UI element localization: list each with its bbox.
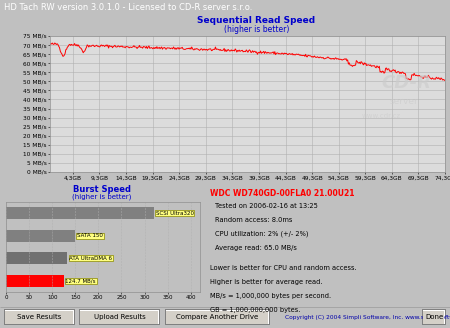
Text: CD-R: CD-R bbox=[382, 74, 432, 92]
Text: Sequential Read Speed: Sequential Read Speed bbox=[198, 16, 315, 25]
Bar bbox=[80, 311, 158, 324]
Text: server: server bbox=[390, 97, 418, 106]
Bar bbox=[423, 310, 445, 324]
Bar bbox=[165, 309, 270, 325]
Bar bbox=[422, 309, 446, 325]
Bar bbox=[5, 311, 73, 324]
Text: Random access: 8.0ms: Random access: 8.0ms bbox=[215, 217, 292, 223]
Text: Higher is better for average read.: Higher is better for average read. bbox=[210, 279, 322, 285]
Text: (higher is better): (higher is better) bbox=[72, 193, 132, 199]
Text: SATA 150: SATA 150 bbox=[77, 233, 103, 238]
Text: 124.7 MB/s: 124.7 MB/s bbox=[65, 278, 96, 283]
Text: Tested on 2006-02-16 at 13:25: Tested on 2006-02-16 at 13:25 bbox=[215, 203, 318, 209]
Bar bbox=[6, 207, 154, 219]
Text: ATA UltraDMA 6: ATA UltraDMA 6 bbox=[69, 256, 112, 261]
Bar bbox=[6, 230, 75, 242]
Bar bbox=[4, 309, 75, 325]
Text: Burst Speed: Burst Speed bbox=[73, 185, 131, 194]
Text: (higher is better): (higher is better) bbox=[224, 25, 289, 34]
Text: Done: Done bbox=[425, 314, 443, 320]
Text: HD Tach RW version 3.0.1.0 - Licensed to CD-R server s.r.o.: HD Tach RW version 3.0.1.0 - Licensed to… bbox=[4, 3, 252, 12]
Bar bbox=[166, 311, 268, 324]
Text: Copyright (C) 2004 Simpli Software, Inc. www.simplisoftware.com: Copyright (C) 2004 Simpli Software, Inc.… bbox=[285, 315, 450, 319]
Text: MB/s = 1,000,000 bytes per second.: MB/s = 1,000,000 bytes per second. bbox=[210, 293, 331, 299]
Bar bbox=[166, 310, 269, 324]
Text: Compare Another Drive: Compare Another Drive bbox=[176, 314, 259, 320]
Bar bbox=[6, 252, 67, 264]
Bar bbox=[423, 311, 444, 324]
Bar bbox=[6, 275, 63, 287]
Text: Lower is better for CPU and random access.: Lower is better for CPU and random acces… bbox=[210, 265, 356, 271]
Text: Save Results: Save Results bbox=[17, 314, 62, 320]
Text: Average read: 65.0 MB/s: Average read: 65.0 MB/s bbox=[215, 245, 297, 251]
Bar bbox=[5, 310, 74, 324]
Text: CPU utilization: 2% (+/- 2%): CPU utilization: 2% (+/- 2%) bbox=[215, 231, 308, 237]
Text: GB = 1,000,000,000 bytes.: GB = 1,000,000,000 bytes. bbox=[210, 307, 300, 313]
Text: SCSI Ultra320: SCSI Ultra320 bbox=[156, 211, 194, 216]
Text: Upload Results: Upload Results bbox=[94, 314, 145, 320]
Text: www.cdr.cz: www.cdr.cz bbox=[362, 113, 401, 119]
Text: WDC WD740GD-00FLA0 21.00U21: WDC WD740GD-00FLA0 21.00U21 bbox=[210, 189, 354, 198]
Bar bbox=[80, 310, 159, 324]
Bar bbox=[79, 309, 160, 325]
